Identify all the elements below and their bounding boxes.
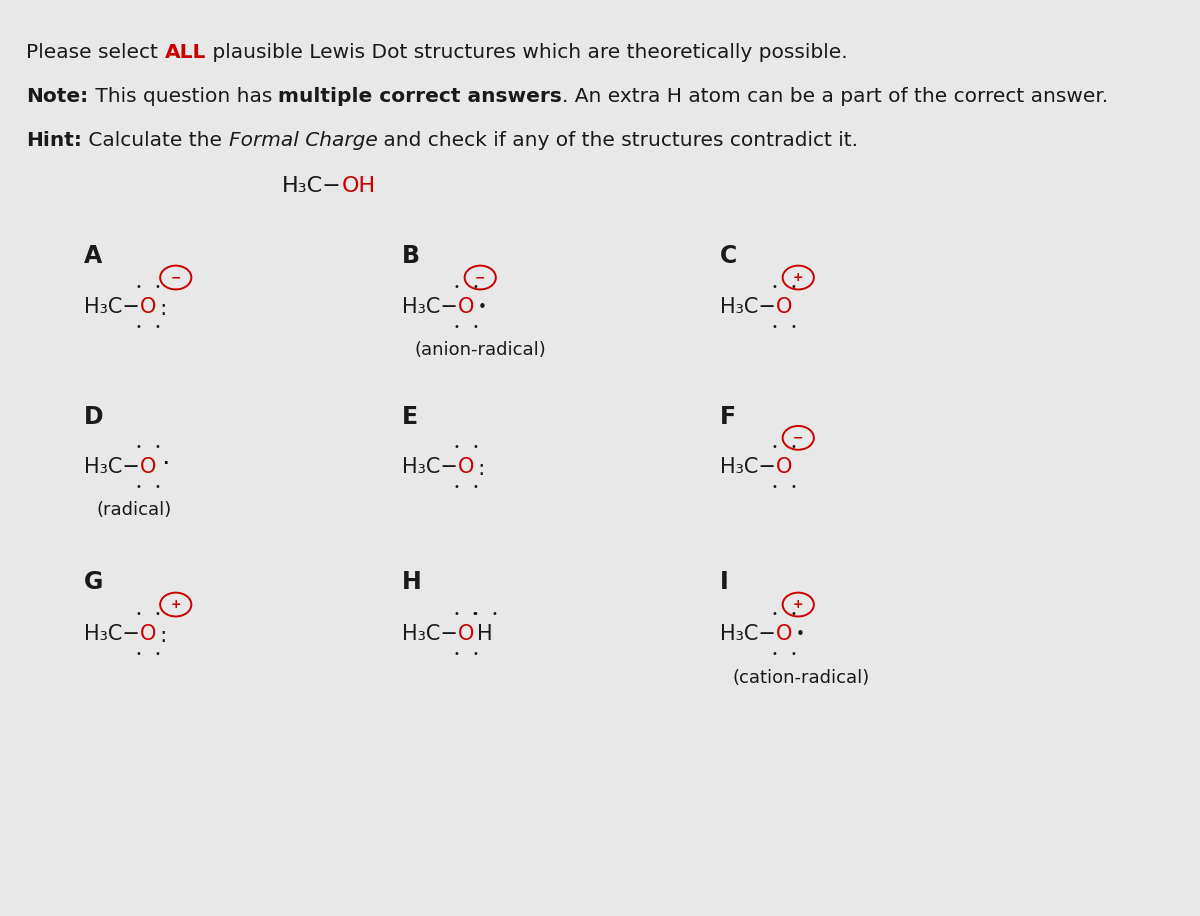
- Text: •: •: [473, 609, 479, 618]
- Text: •: •: [136, 483, 142, 492]
- Text: This question has: This question has: [89, 87, 278, 105]
- Text: •: •: [772, 442, 778, 452]
- Text: •: •: [772, 483, 778, 492]
- Text: H: H: [402, 570, 421, 594]
- Text: plausible Lewis Dot structures which are theoretically possible.: plausible Lewis Dot structures which are…: [206, 43, 847, 61]
- Text: •: •: [454, 322, 460, 332]
- Text: •: •: [473, 483, 479, 492]
- Text: −: −: [170, 271, 181, 284]
- Text: •: •: [791, 609, 797, 618]
- Text: O: O: [458, 457, 474, 477]
- Text: •: •: [772, 282, 778, 291]
- Text: •: •: [491, 609, 497, 618]
- Text: OH: OH: [342, 176, 376, 196]
- Text: Hint:: Hint:: [26, 131, 83, 149]
- Text: H₃C−: H₃C−: [282, 176, 342, 196]
- Text: •: •: [136, 649, 142, 659]
- Text: H₃C−: H₃C−: [720, 457, 776, 477]
- Text: H₃C−: H₃C−: [402, 297, 458, 317]
- Text: •: •: [136, 609, 142, 618]
- Text: (cation-radical): (cation-radical): [732, 669, 869, 687]
- Text: (anion-radical): (anion-radical): [414, 341, 546, 359]
- Text: B: B: [402, 245, 420, 268]
- Text: +: +: [793, 271, 804, 284]
- Text: O: O: [776, 457, 792, 477]
- Text: •: •: [791, 322, 797, 332]
- Text: •: •: [772, 609, 778, 618]
- Text: A: A: [84, 245, 102, 268]
- Text: O: O: [140, 457, 156, 477]
- Text: H₃C−: H₃C−: [84, 297, 140, 317]
- Text: •: •: [772, 322, 778, 332]
- Text: O: O: [140, 297, 156, 317]
- Text: •: •: [136, 282, 142, 291]
- Text: ALL: ALL: [164, 43, 206, 61]
- Text: Please select: Please select: [26, 43, 164, 61]
- Text: . An extra H atom can be a part of the correct answer.: . An extra H atom can be a part of the c…: [562, 87, 1109, 105]
- Text: :: :: [478, 459, 485, 479]
- Text: •: •: [155, 483, 161, 492]
- Text: O: O: [776, 624, 792, 644]
- Text: •: •: [454, 609, 460, 618]
- Text: •: •: [473, 649, 479, 659]
- Text: G: G: [84, 570, 103, 594]
- Text: Calculate the: Calculate the: [83, 131, 229, 149]
- Text: O: O: [140, 624, 156, 644]
- Text: •: •: [136, 322, 142, 332]
- Text: •: •: [155, 649, 161, 659]
- Text: +: +: [170, 598, 181, 611]
- Text: F: F: [720, 405, 736, 429]
- Text: O: O: [776, 297, 792, 317]
- Text: •: •: [797, 627, 805, 642]
- Text: Note:: Note:: [26, 87, 89, 105]
- Text: H₃C−: H₃C−: [720, 624, 776, 644]
- Text: •: •: [473, 322, 479, 332]
- Text: +: +: [793, 598, 804, 611]
- Text: •: •: [454, 442, 460, 452]
- Text: H₃C−: H₃C−: [402, 457, 458, 477]
- Text: H₃C−: H₃C−: [720, 297, 776, 317]
- Text: •: •: [454, 483, 460, 492]
- Text: multiple correct answers: multiple correct answers: [278, 87, 562, 105]
- Text: •: •: [155, 609, 161, 618]
- Text: H₃C−: H₃C−: [84, 457, 140, 477]
- Text: O: O: [458, 297, 474, 317]
- Text: •: •: [472, 609, 478, 618]
- Text: O: O: [458, 624, 474, 644]
- Text: (radical): (radical): [96, 501, 172, 519]
- Text: and check if any of the structures contradict it.: and check if any of the structures contr…: [377, 131, 858, 149]
- Text: •: •: [479, 300, 487, 315]
- Text: •: •: [155, 442, 161, 452]
- Text: •: •: [136, 442, 142, 452]
- Text: C: C: [720, 245, 737, 268]
- Text: •: •: [791, 483, 797, 492]
- Text: Formal Charge: Formal Charge: [229, 131, 377, 149]
- Text: •: •: [791, 442, 797, 452]
- Text: ·: ·: [161, 453, 169, 478]
- Text: I: I: [720, 570, 728, 594]
- Text: •: •: [454, 282, 460, 291]
- Text: •: •: [791, 649, 797, 659]
- Text: •: •: [473, 282, 479, 291]
- Text: H₃C−: H₃C−: [84, 624, 140, 644]
- Text: −: −: [793, 431, 804, 444]
- Text: •: •: [155, 282, 161, 291]
- Text: •: •: [155, 322, 161, 332]
- Text: •: •: [473, 442, 479, 452]
- Text: H₃C−: H₃C−: [402, 624, 458, 644]
- Text: E: E: [402, 405, 418, 429]
- Text: •: •: [791, 282, 797, 291]
- Text: :: :: [160, 299, 167, 319]
- Text: −: −: [475, 271, 486, 284]
- Text: :: :: [160, 626, 167, 646]
- Text: H: H: [476, 624, 492, 644]
- Text: •: •: [454, 649, 460, 659]
- Text: D: D: [84, 405, 103, 429]
- Text: •: •: [772, 649, 778, 659]
